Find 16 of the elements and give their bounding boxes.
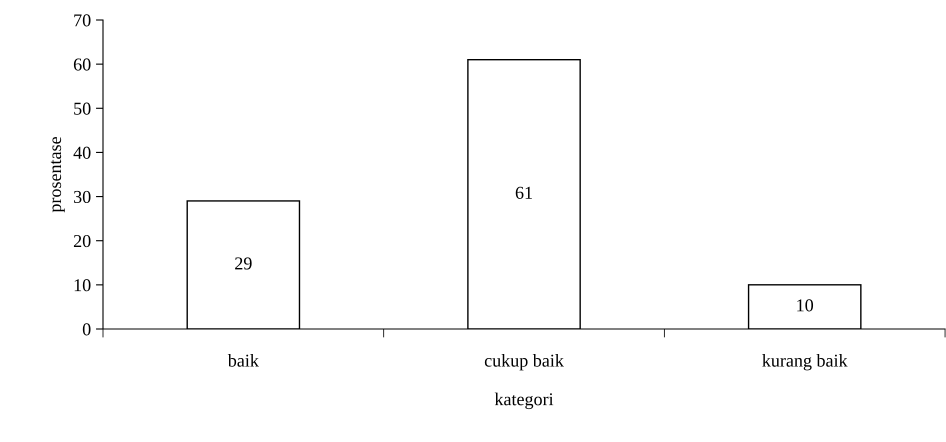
x-tick-label: cukup baik bbox=[484, 354, 564, 370]
x-tick-label: kurang baik bbox=[762, 354, 848, 370]
data-label: 61 bbox=[516, 186, 532, 199]
y-tick-label: 0 bbox=[82, 323, 91, 336]
x-tick-label: baik bbox=[228, 354, 259, 367]
data-label: 10 bbox=[797, 299, 814, 312]
y-axis-title: prosentase bbox=[50, 137, 65, 212]
y-tick-label: 40 bbox=[73, 146, 91, 159]
data-label: 29 bbox=[235, 257, 252, 270]
y-tick-label: 20 bbox=[74, 234, 91, 248]
x-axis-title: kategori bbox=[494, 392, 554, 410]
y-tick-label: 60 bbox=[74, 58, 91, 71]
y-tick-label: 50 bbox=[74, 102, 91, 115]
y-tick-label: 30 bbox=[74, 190, 91, 204]
y-tick-label: 70 bbox=[74, 14, 91, 26]
y-tick-label: 10 bbox=[74, 279, 91, 292]
